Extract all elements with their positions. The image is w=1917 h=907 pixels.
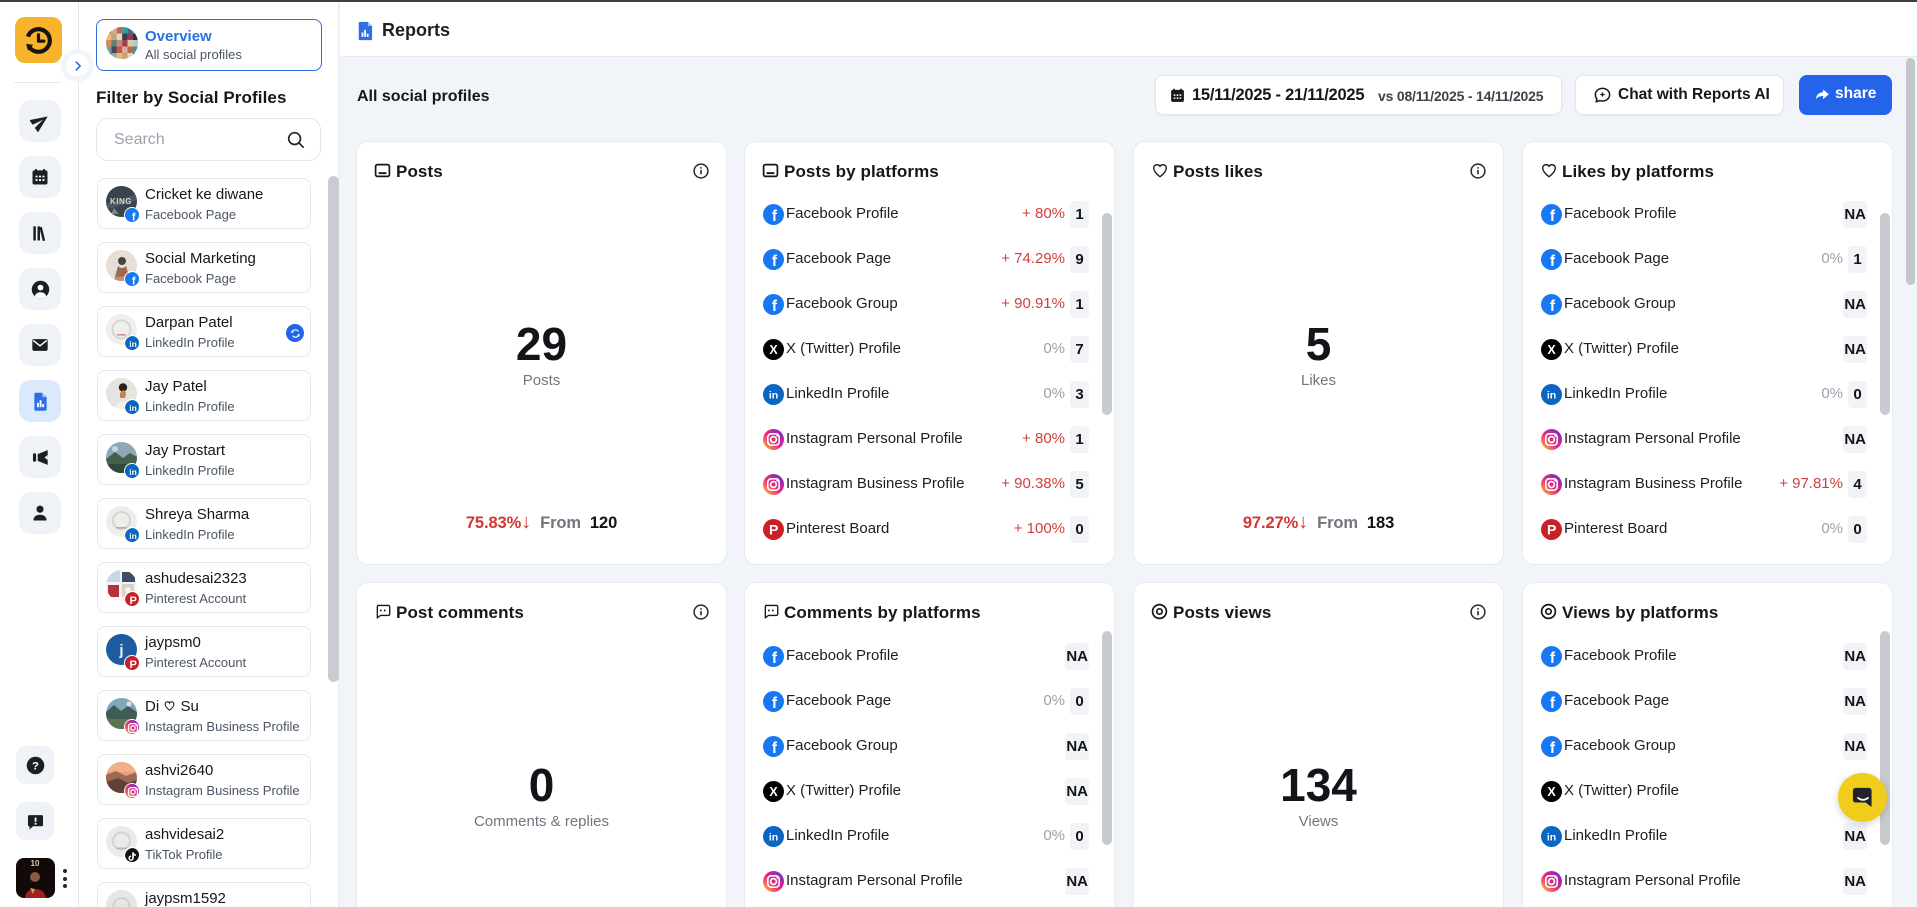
- svg-text:in: in: [769, 832, 778, 844]
- svg-text:f: f: [1550, 695, 1556, 712]
- svg-text:P: P: [130, 595, 137, 607]
- svg-text:P: P: [1547, 522, 1556, 538]
- svg-text:in: in: [1547, 832, 1556, 844]
- svg-text:P: P: [769, 522, 778, 538]
- svg-text:in: in: [769, 390, 778, 402]
- svg-text:X: X: [769, 343, 778, 357]
- svg-text:KING: KING: [110, 197, 132, 206]
- svg-text:X: X: [1547, 343, 1556, 357]
- svg-text:?: ?: [32, 760, 39, 772]
- svg-text:f: f: [1550, 650, 1556, 667]
- svg-text:in: in: [129, 403, 137, 413]
- svg-text:f: f: [1550, 208, 1556, 225]
- svg-text:f: f: [772, 650, 778, 667]
- svg-text:X: X: [769, 785, 778, 799]
- svg-text:f: f: [772, 695, 778, 712]
- svg-text:in: in: [1547, 390, 1556, 402]
- svg-text:f: f: [772, 253, 778, 270]
- svg-text:f: f: [772, 298, 778, 315]
- svg-text:in: in: [129, 339, 137, 349]
- svg-text:f: f: [132, 211, 136, 223]
- svg-text:f: f: [1550, 253, 1556, 270]
- svg-text:f: f: [132, 275, 136, 287]
- svg-text:in: in: [129, 467, 137, 477]
- svg-text:P: P: [130, 659, 137, 671]
- svg-text:f: f: [1550, 740, 1556, 757]
- svg-text:10: 10: [31, 859, 40, 868]
- svg-text:f: f: [772, 740, 778, 757]
- svg-text:X: X: [1547, 785, 1556, 799]
- svg-text:in: in: [129, 531, 137, 541]
- svg-text:f: f: [772, 208, 778, 225]
- svg-text:f: f: [1550, 298, 1556, 315]
- svg-text:j: j: [118, 642, 123, 659]
